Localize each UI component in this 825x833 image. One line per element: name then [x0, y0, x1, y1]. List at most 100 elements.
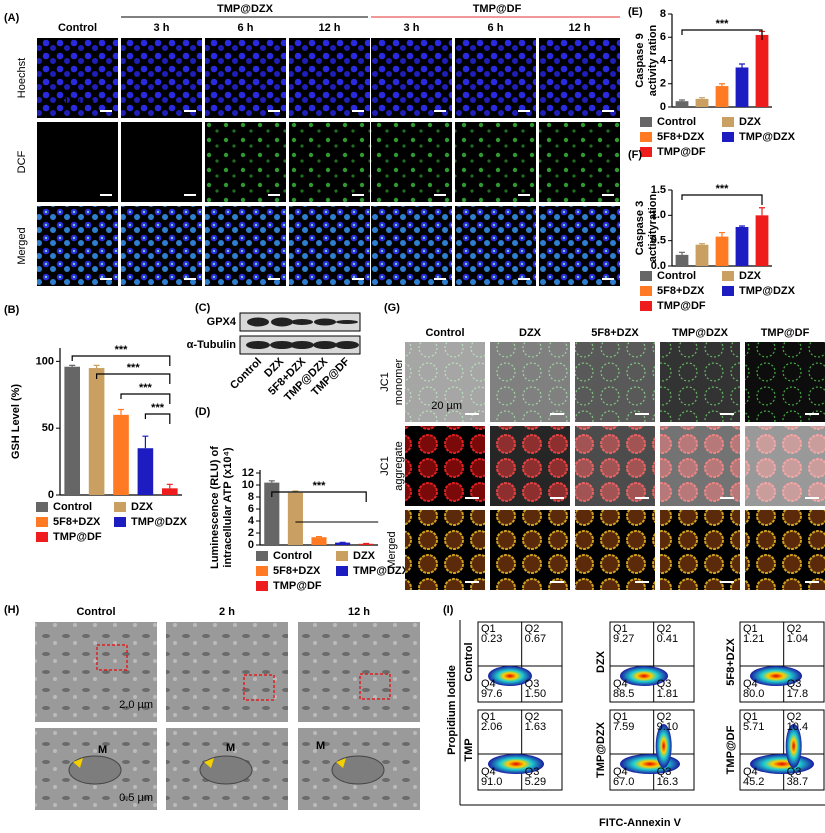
bar: [358, 543, 374, 545]
bar: [715, 86, 729, 107]
legend-label: 5F8+DZX: [273, 565, 321, 577]
x-axis-label: FITC-Annexin V: [599, 817, 682, 829]
density-blob: [785, 724, 802, 768]
flow-plot: [609, 621, 695, 703]
error-bar: [142, 435, 149, 449]
column-header: 12 h: [568, 22, 590, 34]
legend-swatch: [722, 286, 734, 296]
zoom-box: [96, 644, 128, 671]
significance: ***: [139, 382, 153, 394]
micrograph: [490, 426, 570, 506]
bar: [675, 254, 689, 266]
sample-label: Control: [463, 642, 475, 681]
row-label: DCF: [16, 150, 28, 173]
row-label: Hoechst: [16, 58, 28, 98]
sample-label: TMP@DZX: [595, 721, 607, 778]
y-axis-label: Caspase 3: [634, 201, 646, 255]
density-blob: [655, 724, 672, 768]
legend-label: 5F8+DZX: [53, 516, 101, 528]
significance-bracket: [96, 373, 171, 384]
micrograph: [205, 206, 286, 286]
blot-band: [335, 341, 359, 349]
density-blob: [488, 666, 532, 686]
y-tick-label: 0: [48, 489, 54, 501]
quadrant-value: 10.4: [787, 721, 808, 733]
arrow: [336, 758, 346, 768]
row-label: JC1: [379, 372, 391, 392]
error-bar: [759, 207, 765, 216]
flow-plot: [609, 709, 695, 791]
micrograph: [575, 426, 655, 506]
micrograph: [289, 38, 370, 118]
quadrant-value: 9.27: [613, 633, 634, 645]
quadrant-value: 38.7: [787, 776, 808, 788]
quadrant-value: 16.3: [657, 776, 678, 788]
significance: ***: [115, 344, 129, 356]
legend-label: TMP@DF: [273, 580, 322, 592]
column-header: DZX: [519, 327, 542, 339]
error-bar: [739, 63, 745, 68]
blot-band: [314, 318, 336, 326]
quadrant-value: 1.04: [787, 633, 808, 645]
quadrant-name: Q2: [525, 711, 540, 723]
zoom-box: [243, 674, 275, 701]
quadrant-name: Q3: [657, 678, 672, 690]
column-header: TMP@DZX: [672, 327, 729, 339]
quadrant-value: 1.50: [525, 688, 546, 700]
legend-swatch: [640, 286, 652, 296]
bar: [113, 414, 129, 495]
bar: [137, 448, 154, 495]
micrograph: [405, 510, 485, 590]
y-tick-label: 100: [36, 355, 54, 367]
quadrant-name: Q4: [743, 766, 758, 778]
column-header: 3 h: [404, 22, 420, 34]
y-tick-label: 4: [248, 515, 255, 527]
sample-label: TMP@DF: [725, 725, 737, 774]
blot-band: [270, 341, 294, 349]
micrograph: [371, 206, 452, 286]
y-tick-label: 1.5: [651, 184, 666, 196]
panel-label: (B): [4, 304, 20, 316]
bar: [64, 366, 81, 495]
quadrant-name: Q1: [613, 711, 628, 723]
micrograph: [539, 206, 620, 286]
quadrant-name: Q1: [743, 623, 758, 635]
legend-swatch: [36, 532, 48, 542]
micrograph: [660, 426, 740, 506]
legend-label: DZX: [739, 116, 762, 128]
scale-label: 10 µm: [63, 96, 94, 108]
micrograph: [289, 206, 370, 286]
blot-band: [291, 319, 313, 325]
column-header: 6 h: [238, 22, 254, 34]
legend-swatch: [114, 502, 126, 512]
significance-bracket: [681, 194, 763, 205]
legend-swatch: [114, 517, 126, 527]
lane-label: Control: [228, 356, 264, 392]
quadrant-name: Q1: [481, 623, 496, 635]
quadrant-value: 1.21: [743, 633, 764, 645]
bar: [755, 34, 769, 107]
significance-bracket: [681, 29, 763, 40]
legend-label: 5F8+DZX: [657, 285, 705, 297]
quadrant-name: Q1: [481, 711, 496, 723]
legend-label: Control: [657, 116, 696, 128]
error-bar: [699, 243, 705, 245]
micrograph: [660, 342, 740, 422]
column-header: TMP@DF: [761, 327, 810, 339]
micrograph: [745, 426, 825, 506]
micrograph: [121, 122, 202, 202]
legend-label: DZX: [131, 501, 154, 513]
legend-label: TMP@DZX: [739, 131, 796, 143]
quadrant-name: Q4: [481, 678, 496, 690]
blot-band: [336, 320, 358, 324]
column-header: 3 h: [154, 22, 170, 34]
bar: [735, 226, 749, 266]
blot-band: [290, 341, 314, 349]
legend-label: TMP@DZX: [739, 285, 796, 297]
panel-label: (I): [443, 604, 454, 616]
quadrant-name: Q2: [657, 711, 672, 723]
flow-plot: [739, 709, 825, 791]
micrograph: [405, 342, 485, 422]
error-bar: [699, 97, 705, 99]
quadrant-name: Q3: [787, 678, 802, 690]
